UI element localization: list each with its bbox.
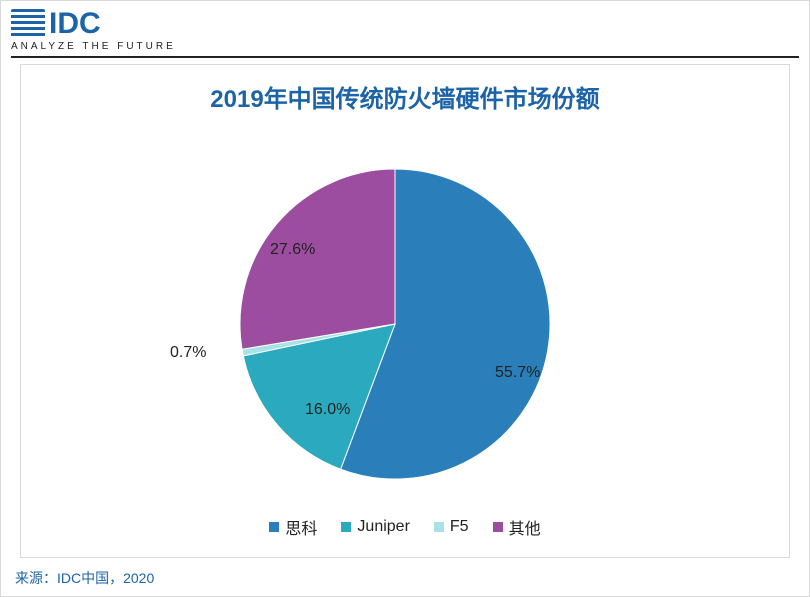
legend-swatch [269, 522, 279, 532]
source-text: 来源：IDC中国，2020 [15, 568, 154, 588]
legend-swatch [434, 522, 444, 532]
legend-item-思科: 思科 [269, 515, 317, 539]
legend-swatch [493, 522, 503, 532]
legend-item-F5: F5 [434, 518, 469, 536]
legend-swatch [341, 522, 351, 532]
logo-block: IDC ANALYZE THE FUTURE [11, 9, 799, 52]
slice-label-F5: 0.7% [170, 344, 206, 362]
legend-item-Juniper: Juniper [341, 518, 409, 536]
page: IDC ANALYZE THE FUTURE 2019年中国传统防火墙硬件市场份… [0, 0, 810, 597]
slice-label-Juniper: 16.0% [305, 401, 350, 419]
legend-label: F5 [450, 518, 469, 536]
logo-text: IDC [49, 9, 101, 39]
logo-row: IDC [11, 9, 101, 39]
logo-globe-icon [11, 9, 45, 39]
slice-label-其他: 27.6% [270, 241, 315, 259]
slice-label-思科: 55.7% [495, 364, 540, 382]
header-divider [11, 56, 799, 58]
pie-chart: 55.7%16.0%0.7%27.6% [220, 149, 590, 499]
legend-label: 其他 [509, 515, 541, 539]
chart-title: 2019年中国传统防火墙硬件市场份额 [21, 79, 789, 114]
legend-label: Juniper [357, 518, 409, 536]
legend-item-其他: 其他 [493, 515, 541, 539]
logo-tagline: ANALYZE THE FUTURE [11, 41, 176, 52]
legend: 思科 Juniper F5 其他 [21, 515, 789, 539]
legend-label: 思科 [285, 515, 317, 539]
pie-svg [220, 149, 590, 499]
pie-slice-其他 [240, 169, 395, 349]
chart-card: 2019年中国传统防火墙硬件市场份额 55.7% 16.0% 0.7% 27.6% 思… [20, 64, 790, 558]
